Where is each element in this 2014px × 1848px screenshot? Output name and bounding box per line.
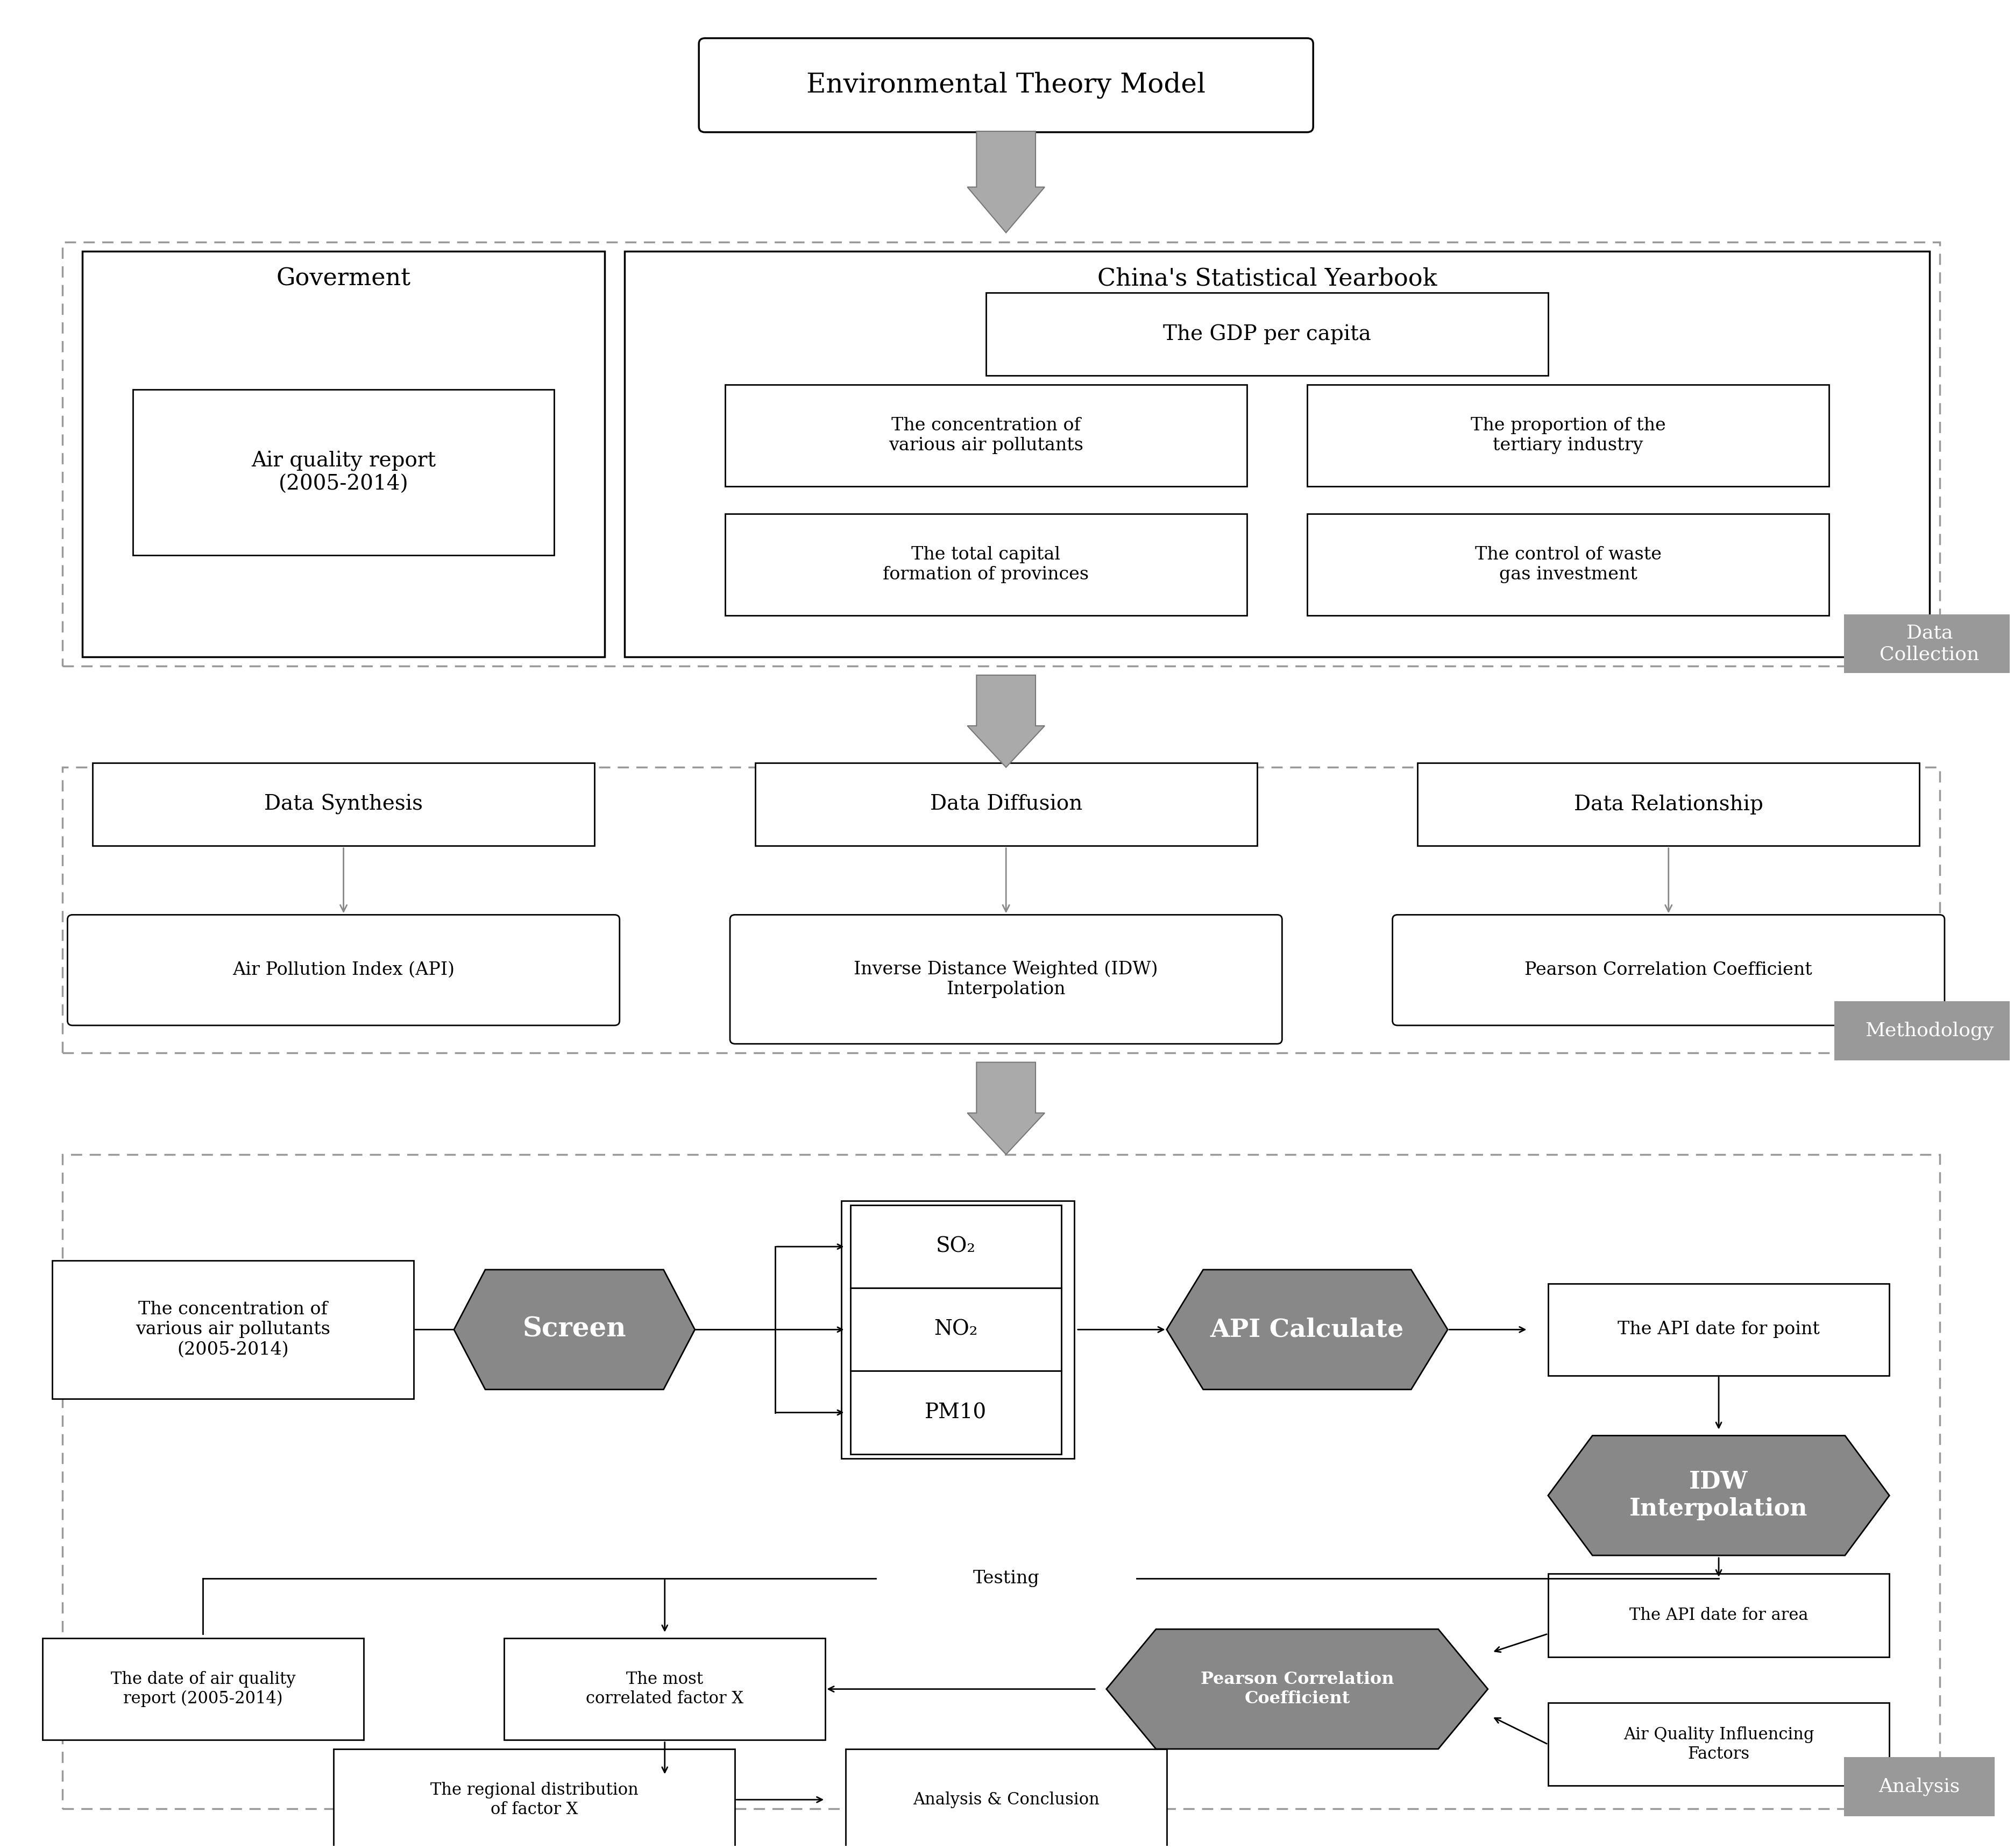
Text: Testing: Testing xyxy=(973,1569,1039,1587)
FancyBboxPatch shape xyxy=(62,767,1939,1053)
Text: The most
correlated factor X: The most correlated factor X xyxy=(586,1671,743,1708)
Text: The GDP per capita: The GDP per capita xyxy=(1162,323,1372,344)
FancyBboxPatch shape xyxy=(1835,1002,2014,1061)
Polygon shape xyxy=(1106,1630,1488,1748)
Polygon shape xyxy=(1549,1436,1889,1556)
FancyBboxPatch shape xyxy=(93,763,594,846)
Text: Methodology: Methodology xyxy=(1865,1022,1994,1040)
Text: The total capital
formation of provinces: The total capital formation of provinces xyxy=(882,545,1090,584)
Text: Data Relationship: Data Relationship xyxy=(1573,795,1762,815)
Text: Pearson Correlation
Coefficient: Pearson Correlation Coefficient xyxy=(1200,1671,1394,1708)
FancyBboxPatch shape xyxy=(133,390,554,554)
FancyBboxPatch shape xyxy=(1549,1574,1889,1658)
FancyBboxPatch shape xyxy=(1392,915,1946,1026)
FancyBboxPatch shape xyxy=(755,763,1257,846)
FancyBboxPatch shape xyxy=(504,1639,826,1739)
FancyBboxPatch shape xyxy=(624,251,1929,656)
Text: NO₂: NO₂ xyxy=(934,1319,977,1340)
Text: Data Synthesis: Data Synthesis xyxy=(264,795,423,815)
FancyBboxPatch shape xyxy=(725,384,1247,486)
Text: Air Quality Influencing
Factors: Air Quality Influencing Factors xyxy=(1623,1726,1815,1763)
FancyBboxPatch shape xyxy=(62,1155,1939,1809)
Polygon shape xyxy=(967,1063,1045,1155)
FancyBboxPatch shape xyxy=(1307,384,1829,486)
Text: Inverse Distance Weighted (IDW)
Interpolation: Inverse Distance Weighted (IDW) Interpol… xyxy=(854,961,1158,998)
FancyBboxPatch shape xyxy=(1845,1757,1994,1817)
FancyBboxPatch shape xyxy=(52,1260,413,1399)
Text: Air Pollution Index (API): Air Pollution Index (API) xyxy=(232,961,455,979)
FancyBboxPatch shape xyxy=(850,1371,1061,1454)
FancyBboxPatch shape xyxy=(83,251,604,656)
Text: The API date for point: The API date for point xyxy=(1617,1321,1821,1338)
FancyBboxPatch shape xyxy=(334,1748,735,1848)
Text: Data Diffusion: Data Diffusion xyxy=(930,795,1082,815)
Text: The regional distribution
of factor X: The regional distribution of factor X xyxy=(431,1781,638,1818)
FancyBboxPatch shape xyxy=(699,39,1313,133)
FancyBboxPatch shape xyxy=(850,1205,1061,1288)
FancyBboxPatch shape xyxy=(1845,614,2014,673)
Text: The date of air quality
report (2005-2014): The date of air quality report (2005-201… xyxy=(111,1671,296,1708)
Text: Air quality report
(2005-2014): Air quality report (2005-2014) xyxy=(252,451,435,493)
Text: Environmental Theory Model: Environmental Theory Model xyxy=(806,72,1206,98)
FancyBboxPatch shape xyxy=(987,292,1549,375)
FancyBboxPatch shape xyxy=(850,1288,1061,1371)
Text: Analysis: Analysis xyxy=(1879,1778,1960,1796)
Text: The concentration of
various air pollutants
(2005-2014): The concentration of various air polluta… xyxy=(135,1301,330,1358)
Text: China's Statistical Yearbook: China's Statistical Yearbook xyxy=(1098,268,1436,290)
FancyBboxPatch shape xyxy=(1418,763,1919,846)
FancyBboxPatch shape xyxy=(1307,514,1829,615)
Polygon shape xyxy=(967,131,1045,233)
Text: Goverment: Goverment xyxy=(276,268,411,290)
Polygon shape xyxy=(967,675,1045,767)
Text: The proportion of the
tertiary industry: The proportion of the tertiary industry xyxy=(1470,418,1666,455)
FancyBboxPatch shape xyxy=(42,1639,365,1739)
FancyBboxPatch shape xyxy=(68,915,620,1026)
Text: Analysis & Conclusion: Analysis & Conclusion xyxy=(912,1791,1100,1807)
Text: SO₂: SO₂ xyxy=(937,1236,975,1257)
Polygon shape xyxy=(1166,1270,1448,1390)
Text: Pearson Correlation Coefficient: Pearson Correlation Coefficient xyxy=(1525,961,1813,979)
FancyBboxPatch shape xyxy=(846,1748,1166,1848)
Text: The control of waste
gas investment: The control of waste gas investment xyxy=(1474,545,1662,584)
Text: Screen: Screen xyxy=(522,1316,626,1343)
Text: Data
Collection: Data Collection xyxy=(1879,625,1980,663)
Text: The concentration of
various air pollutants: The concentration of various air polluta… xyxy=(888,418,1084,455)
Text: IDW
Interpolation: IDW Interpolation xyxy=(1629,1471,1809,1521)
FancyBboxPatch shape xyxy=(1549,1702,1889,1785)
FancyBboxPatch shape xyxy=(62,242,1939,665)
Text: PM10: PM10 xyxy=(924,1403,987,1423)
FancyBboxPatch shape xyxy=(729,915,1283,1044)
Text: API Calculate: API Calculate xyxy=(1210,1318,1404,1342)
Text: The API date for area: The API date for area xyxy=(1629,1608,1809,1624)
Polygon shape xyxy=(453,1270,695,1390)
FancyBboxPatch shape xyxy=(725,514,1247,615)
FancyBboxPatch shape xyxy=(1549,1284,1889,1375)
